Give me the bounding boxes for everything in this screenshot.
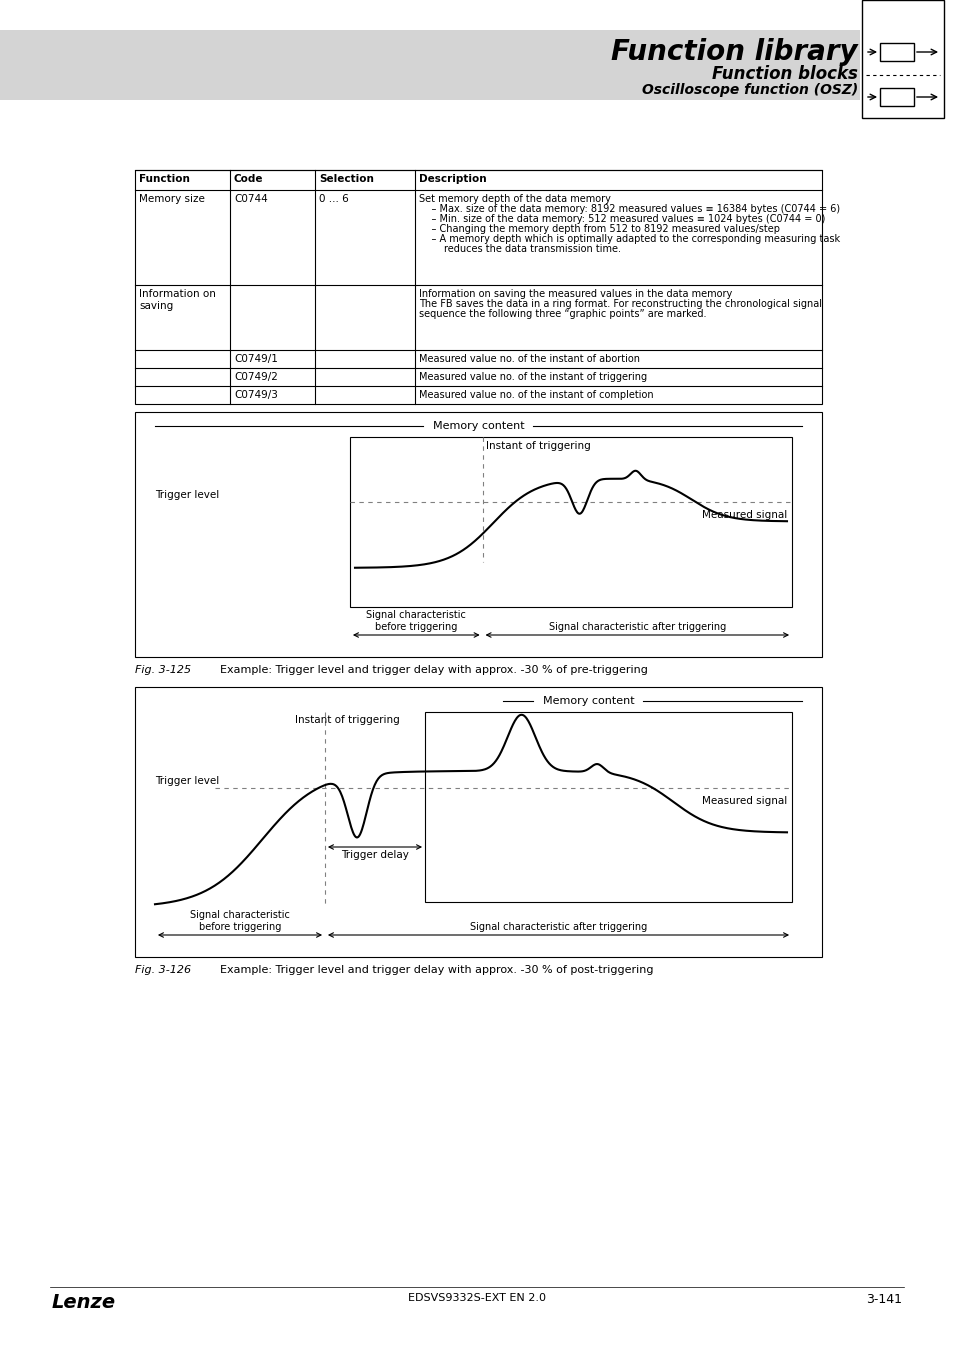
Text: Signal characteristic
before triggering: Signal characteristic before triggering [366, 610, 466, 632]
Bar [135, 687, 821, 957]
Text: Measured value no. of the instant of completion: Measured value no. of the instant of com… [418, 390, 653, 400]
Text: Trigger level: Trigger level [154, 490, 219, 500]
Bar [862, 0, 943, 117]
Text: Selection: Selection [318, 174, 374, 184]
Text: C0744: C0744 [233, 194, 268, 204]
Text: Function: Function [139, 174, 190, 184]
Text: Signal characteristic
before triggering: Signal characteristic before triggering [190, 910, 290, 932]
Text: Oscilloscope function (OSZ): Oscilloscope function (OSZ) [641, 82, 857, 97]
Text: – Min. size of the data memory: 512 measured values ≡ 1024 bytes (C0744 = 0): – Min. size of the data memory: 512 meas… [418, 215, 824, 224]
Text: – Changing the memory depth from 512 to 8192 measured values/step: – Changing the memory depth from 512 to … [418, 224, 780, 234]
Bar [424, 711, 791, 902]
Text: Trigger level: Trigger level [154, 776, 219, 786]
Text: Fig. 3-126: Fig. 3-126 [135, 965, 191, 975]
Text: Information on
saving: Information on saving [139, 289, 215, 310]
Text: Lenze: Lenze [52, 1293, 116, 1312]
Text: Measured value no. of the instant of triggering: Measured value no. of the instant of tri… [418, 373, 646, 382]
Text: sequence the following three “graphic points” are marked.: sequence the following three “graphic po… [418, 309, 706, 319]
Bar [0, 30, 859, 100]
Bar [135, 170, 821, 404]
Text: Measured signal: Measured signal [701, 796, 786, 806]
Text: The FB saves the data in a ring format. For reconstructing the chronological sig: The FB saves the data in a ring format. … [418, 298, 821, 309]
Text: Fig. 3-125: Fig. 3-125 [135, 666, 191, 675]
Text: Memory content: Memory content [433, 421, 524, 431]
Text: Example: Trigger level and trigger delay with approx. -30 % of pre-triggering: Example: Trigger level and trigger delay… [220, 666, 647, 675]
Text: Instant of triggering: Instant of triggering [485, 441, 590, 451]
Text: C0749/1: C0749/1 [233, 354, 277, 364]
Text: – A memory depth which is optimally adapted to the corresponding measuring task: – A memory depth which is optimally adap… [418, 234, 840, 244]
Text: Information on saving the measured values in the data memory: Information on saving the measured value… [418, 289, 732, 298]
Bar [879, 43, 913, 61]
Text: 0 ... 6: 0 ... 6 [318, 194, 349, 204]
Text: EDSVS9332S-EXT EN 2.0: EDSVS9332S-EXT EN 2.0 [408, 1293, 545, 1303]
Text: – Max. size of the data memory: 8192 measured values ≡ 16384 bytes (C0744 = 6): – Max. size of the data memory: 8192 mea… [418, 204, 840, 215]
Text: reduces the data transmission time.: reduces the data transmission time. [418, 244, 620, 254]
Text: C0749/2: C0749/2 [233, 373, 277, 382]
Text: Set memory depth of the data memory: Set memory depth of the data memory [418, 194, 610, 204]
Text: Description: Description [418, 174, 486, 184]
Text: Signal characteristic after triggering: Signal characteristic after triggering [548, 622, 725, 632]
Text: Function library: Function library [611, 38, 857, 66]
Text: Instant of triggering: Instant of triggering [294, 716, 399, 725]
Bar [879, 88, 913, 107]
Text: Code: Code [233, 174, 263, 184]
Bar [135, 412, 821, 657]
Text: C0749/3: C0749/3 [233, 390, 277, 400]
Text: Memory content: Memory content [542, 697, 634, 706]
Text: Example: Trigger level and trigger delay with approx. -30 % of post-triggering: Example: Trigger level and trigger delay… [220, 965, 653, 975]
Text: Measured value no. of the instant of abortion: Measured value no. of the instant of abo… [418, 354, 639, 364]
Text: Memory size: Memory size [139, 194, 205, 204]
Text: 3-141: 3-141 [865, 1293, 901, 1305]
Bar [350, 437, 791, 608]
Text: Measured signal: Measured signal [701, 509, 786, 520]
Text: Signal characteristic after triggering: Signal characteristic after triggering [470, 922, 646, 931]
Text: Trigger delay: Trigger delay [341, 850, 409, 860]
Text: Function blocks: Function blocks [711, 65, 857, 82]
